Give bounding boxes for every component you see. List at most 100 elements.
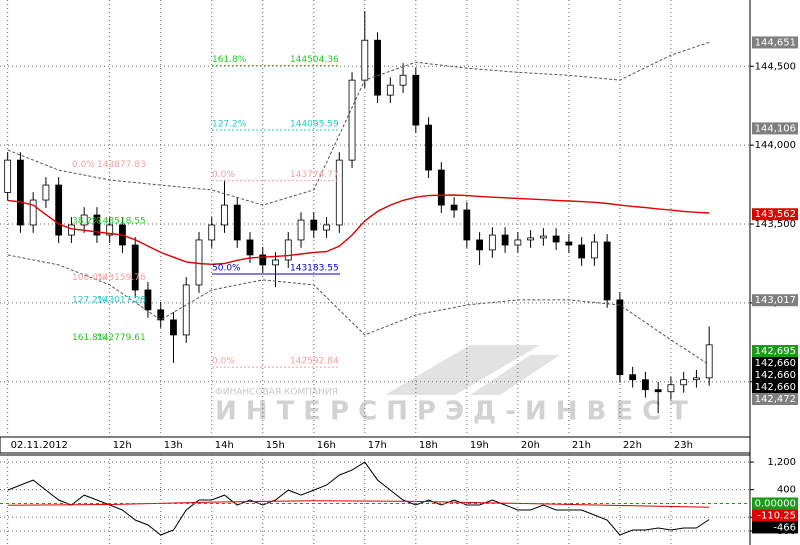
- price-marker: [752, 497, 798, 510]
- x-tick-label: 19h: [470, 440, 489, 451]
- price-marker: [752, 122, 798, 135]
- price-marker: [752, 36, 798, 49]
- price-marker: [752, 357, 798, 370]
- watermark-title: ИНТЕРСПРЭД-ИНВЕСТ: [215, 397, 697, 427]
- x-tick-label: 02.11.2012: [11, 440, 68, 451]
- price-marker-label: 143,562: [755, 209, 796, 220]
- candle-body: [693, 377, 700, 381]
- candle-body: [450, 204, 458, 211]
- fib-price: 143518.55: [97, 217, 146, 227]
- x-tick-label: 20h: [521, 440, 540, 451]
- candle-body: [233, 204, 241, 241]
- fib-level: 161.8%: [212, 55, 247, 65]
- fib-price: 144504.36: [290, 55, 339, 65]
- price-marker-label: 0.00000: [755, 498, 796, 509]
- candle-body: [335, 159, 343, 226]
- candle-body: [4, 159, 12, 193]
- candle-body: [246, 239, 254, 256]
- candle-body: [29, 199, 37, 226]
- y-tick-label: 144,500: [755, 61, 796, 72]
- price-marker-label: 142,660: [755, 370, 796, 381]
- candle-body: [272, 259, 279, 266]
- watermark-logo: [385, 345, 560, 395]
- candle-body: [578, 244, 586, 259]
- price-marker-label: 144,651: [755, 37, 796, 48]
- candle-body: [323, 224, 330, 231]
- candle-body: [680, 379, 688, 386]
- candle-body: [93, 214, 101, 236]
- candle-body: [221, 204, 228, 226]
- price-marker: [752, 509, 798, 522]
- price-marker-label: 144,106: [755, 123, 796, 134]
- x-tick-label: 15h: [266, 440, 285, 451]
- overlay-line: [7, 194, 710, 266]
- fib-level: 38.2%: [72, 217, 101, 227]
- candle-body: [361, 39, 369, 81]
- price-marker: [752, 381, 798, 394]
- candle-body: [157, 309, 165, 321]
- candle-body: [437, 169, 445, 206]
- fib-price: 144095.59: [290, 120, 339, 130]
- fib-price: 143774.77: [290, 170, 339, 180]
- price-marker-label: -110.25: [757, 510, 796, 521]
- price-marker-label: 142,660: [755, 382, 796, 393]
- fib-level: 127.2%: [212, 120, 247, 130]
- watermark-subtitle: ФИНАНСОВАЯ КОМПАНИЯ: [215, 388, 338, 398]
- price-marker-label: 142,660: [755, 358, 796, 369]
- fib-price: 143877.83: [97, 160, 146, 170]
- overlay-line: [7, 254, 710, 366]
- x-tick-label: 23h: [674, 440, 693, 451]
- candle-body: [616, 299, 624, 376]
- candle-body: [565, 241, 573, 246]
- candle-body: [603, 241, 611, 301]
- series-line: [7, 500, 710, 508]
- price-marker: [752, 208, 798, 221]
- fib-price: 142592.84: [290, 357, 339, 367]
- candle-body: [68, 224, 75, 236]
- candle-body: [642, 379, 649, 391]
- price-marker-label: 142,472: [755, 394, 796, 405]
- x-tick-label: 14h: [215, 440, 234, 451]
- fib-level: 50.0%: [212, 263, 241, 273]
- candle-body: [476, 239, 483, 251]
- fib-price: 142779.61: [97, 333, 146, 343]
- y-tick-label: 400: [777, 485, 796, 496]
- candle-body: [667, 384, 675, 393]
- x-tick-label: 17h: [368, 440, 387, 451]
- candle-body: [527, 237, 535, 241]
- candle-body: [310, 219, 318, 231]
- candle-body: [705, 344, 713, 379]
- candle-body: [195, 239, 203, 286]
- y-tick-label: 143,500: [755, 219, 796, 230]
- price-marker-label: 143,017: [755, 295, 796, 306]
- x-tick-label: 13h: [164, 440, 183, 451]
- candle-body: [297, 219, 305, 241]
- x-tick-label: 12h: [113, 440, 132, 451]
- candle-body: [629, 374, 637, 381]
- y-tick-label: 1,200: [767, 457, 796, 468]
- fib-level: 100.0%: [72, 273, 107, 283]
- candle-body: [106, 224, 114, 236]
- candle-body: [374, 39, 381, 96]
- series-line: [7, 461, 710, 536]
- fib-price: 143017.28: [97, 296, 146, 306]
- candle-body: [425, 124, 432, 171]
- candle-body: [412, 74, 420, 126]
- candle-body: [80, 214, 88, 226]
- candle-body: [399, 74, 407, 86]
- x-tick-label: 18h: [419, 440, 438, 451]
- fib-level: 0.0%: [212, 170, 235, 180]
- price-marker: [752, 393, 798, 406]
- candle-body: [42, 184, 50, 201]
- price-marker-label: -466: [773, 522, 796, 533]
- candle-body: [488, 234, 496, 251]
- fib-price: 143183.55: [290, 263, 339, 273]
- x-tick-label: 21h: [572, 440, 591, 451]
- y-tick-label: 144,000: [755, 140, 796, 151]
- candle-body: [539, 235, 547, 239]
- fib-price: 143159.76: [97, 273, 146, 283]
- candle-body: [590, 241, 598, 259]
- candle-body: [386, 84, 394, 96]
- candle-body: [463, 209, 471, 241]
- x-tick-label: 16h: [317, 440, 336, 451]
